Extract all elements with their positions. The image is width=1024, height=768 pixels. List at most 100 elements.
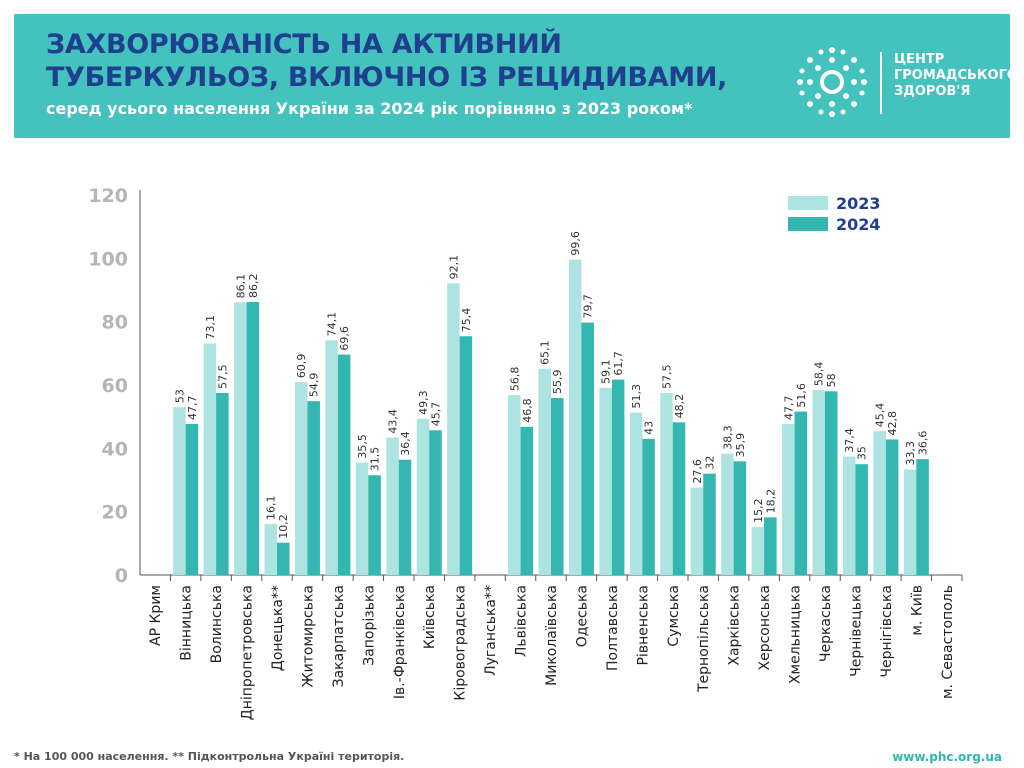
data-label-2024: 54,9	[308, 373, 321, 398]
category-label: Дніпропетровська	[240, 585, 256, 720]
category-label: АР Крим	[148, 585, 164, 646]
bar-2024	[885, 439, 899, 575]
data-label-2024: 36,6	[917, 431, 930, 456]
bar-2023	[782, 423, 795, 575]
bar-2024	[825, 391, 838, 575]
category-label: Львівська	[514, 585, 530, 657]
data-label-2023: 65,1	[539, 340, 552, 365]
bar-2024	[764, 517, 777, 575]
bar-2023	[812, 390, 825, 575]
y-tick-label: 120	[88, 185, 128, 207]
logo-line-2: ГРОМАДСЬКОГО	[894, 68, 1018, 83]
bar-2024	[520, 426, 534, 575]
category-label: Сумська	[666, 585, 682, 647]
bar-2024	[642, 438, 655, 575]
data-label-2024: 58	[825, 373, 838, 387]
category-label: Житомирська	[300, 585, 316, 687]
data-label-2024: 43	[643, 421, 656, 435]
data-label-2023: 92,1	[447, 255, 460, 280]
category-label: м. Севастополь	[940, 585, 956, 699]
data-label-2024: 18,2	[764, 489, 777, 514]
bar-2024	[703, 473, 716, 575]
logo-line-1: ЦЕНТР	[894, 52, 945, 67]
category-label: Київська	[422, 585, 438, 649]
category-label: м. Київ	[909, 585, 925, 636]
data-label-2024: 79,7	[582, 294, 595, 319]
bar-2024	[551, 397, 564, 575]
category-label: Тернопільська	[696, 585, 712, 693]
category-label: Чернігівська	[879, 585, 895, 678]
data-label-2023: 38,3	[721, 425, 734, 450]
bar-2023	[660, 392, 673, 575]
data-label-2023: 51,3	[630, 384, 643, 409]
data-label-2024: 35	[856, 446, 869, 460]
data-label-2023: 58,4	[813, 362, 826, 387]
data-label-2023: 16,1	[265, 496, 278, 521]
data-label-2023: 33,3	[904, 441, 917, 466]
bar-2023	[294, 382, 308, 575]
bar-2023	[599, 387, 612, 575]
bar-2023	[325, 340, 338, 575]
data-label-2024: 46,8	[521, 398, 534, 423]
data-label-2024: 35,9	[734, 433, 747, 458]
bar-2023	[508, 395, 521, 575]
y-tick-label: 60	[102, 375, 128, 397]
bar-2024	[337, 354, 351, 575]
bar-2024	[672, 422, 686, 575]
page-subtitle: серед усього населення України за 2024 р…	[46, 99, 693, 118]
bar-2023	[447, 283, 460, 575]
bar-2023	[721, 453, 734, 575]
bar-2024	[916, 459, 929, 575]
category-label: Миколаївська	[544, 585, 560, 686]
data-label-2023: 57,5	[661, 364, 674, 389]
data-label-2023: 74,1	[326, 312, 339, 337]
category-label: Херсонська	[757, 585, 773, 671]
data-label-2023: 86,1	[234, 274, 247, 298]
website-url[interactable]: www.phc.org.ua	[892, 750, 1002, 764]
bar-2024	[581, 322, 594, 575]
data-label-2023: 60,9	[295, 354, 308, 379]
category-label: Донецька**	[270, 585, 286, 671]
logo-line-3: ЗДОРОВ'Я	[894, 84, 971, 99]
legend-label-2024: 2024	[836, 215, 881, 234]
bar-2023	[173, 407, 186, 575]
bar-2024	[398, 459, 412, 575]
data-label-2024: 69,6	[338, 326, 351, 351]
data-label-2024: 86,2	[247, 274, 260, 299]
category-label: Запорізька	[361, 585, 377, 666]
data-label-2024: 32	[703, 456, 716, 470]
bar-2023	[842, 456, 856, 575]
data-label-2023: 43,4	[387, 409, 400, 434]
category-label: Ів.-Франківська	[392, 585, 408, 699]
logo-separator	[880, 52, 882, 114]
bar-2023	[203, 343, 217, 575]
category-label: Луганська**	[483, 585, 499, 676]
data-label-2023: 37,4	[843, 428, 856, 453]
data-label-2024: 51,6	[795, 383, 808, 408]
category-label: Рівненська	[635, 585, 651, 666]
data-label-2023: 35,5	[356, 434, 369, 459]
data-label-2024: 48,2	[673, 394, 686, 419]
bar-2024	[246, 302, 260, 575]
bar-2023	[416, 418, 430, 575]
data-label-2023: 15,2	[752, 498, 765, 523]
category-label: Кіровоградська	[453, 585, 469, 701]
data-label-2024: 31,5	[369, 447, 382, 472]
bar-2024	[277, 542, 290, 575]
logo-text: ЦЕНТР ГРОМАДСЬКОГО ЗДОРОВ'Я	[894, 52, 1018, 100]
bar-2023	[355, 462, 369, 575]
data-label-2024: 36,4	[399, 431, 412, 456]
category-label: Вінницька	[179, 585, 195, 661]
data-label-2024: 10,2	[277, 514, 290, 539]
y-tick-label: 0	[115, 565, 128, 587]
data-label-2024: 55,9	[551, 369, 564, 394]
category-label: Волинська	[209, 585, 225, 663]
bar-2024	[855, 464, 868, 575]
data-label-2023: 27,6	[691, 459, 704, 484]
bar-2023	[234, 302, 247, 575]
bar-2024	[216, 392, 229, 575]
bar-2023	[386, 437, 399, 575]
data-label-2023: 47,7	[782, 395, 795, 420]
bar-2023	[264, 524, 277, 575]
data-label-2023: 45,4	[874, 403, 887, 428]
